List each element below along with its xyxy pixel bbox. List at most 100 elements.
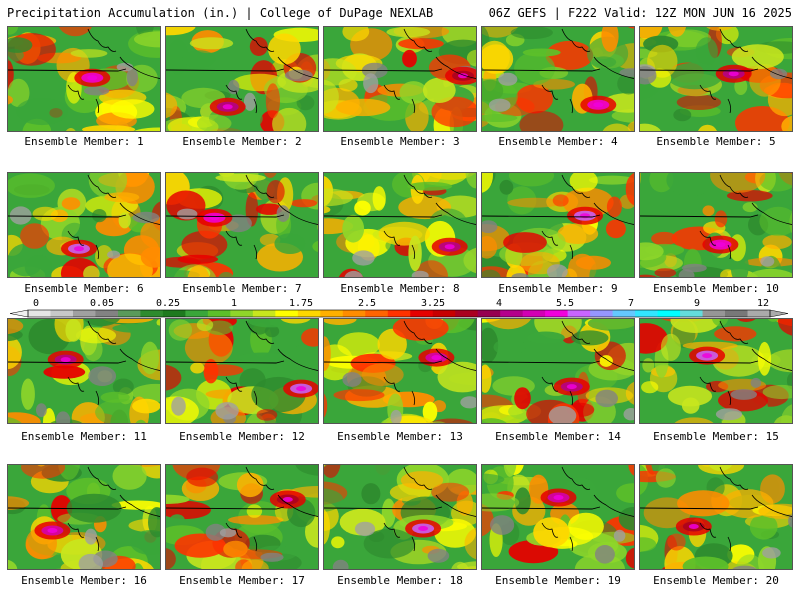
ensemble-member-map [165,26,319,132]
colorbar-swatch [297,310,321,317]
coastline [383,320,476,406]
model-valid-time: 06Z GEFS | F222 Valid: 12Z MON JUN 16 20… [488,6,792,20]
colorbar-swatch [387,310,411,317]
colorbar-swatch [612,310,636,317]
colorbar-swatch [545,310,569,317]
ensemble-member-map [639,172,793,278]
precip-field [324,173,476,277]
national-border-line [482,360,601,364]
national-border-line [324,506,443,510]
colorbar-swatch [207,310,231,317]
colorbar-swatch [522,310,546,317]
national-border-line [482,214,601,218]
colorbar-swatch [117,310,141,317]
ensemble-member-label: Ensemble Member: 6 [24,282,144,295]
colorbar-swatch [702,310,726,317]
colorbar-swatch [230,310,254,317]
national-border-line [324,214,443,218]
colorbar-swatch [432,310,456,317]
precip-field [640,173,792,277]
ensemble-member-label: Ensemble Member: 12 [179,430,305,443]
colorbar-swatch [185,310,209,317]
colorbar-tick-label: 4 [495,298,503,309]
precip-field [8,465,160,569]
ensemble-member-label: Ensemble Member: 7 [182,282,302,295]
national-border-line [482,506,601,510]
national-border-line [482,68,601,72]
colorbar-swatch [342,310,366,317]
coastline [67,174,160,260]
ensemble-member-label: Ensemble Member: 14 [495,430,621,443]
ensemble-member-map [323,464,477,570]
colorbar-right-arrow [769,309,789,318]
national-border-line [640,360,759,364]
ensemble-member-map [639,26,793,132]
coastline [541,466,634,552]
ensemble-member-map [323,172,477,278]
colorbar-tick-label: 1 [230,298,238,309]
ensemble-member-label: Ensemble Member: 2 [182,135,302,148]
precip-colorbar [9,309,789,318]
ensemble-member-map [639,318,793,424]
coastline [699,174,792,260]
national-border-line [640,506,759,510]
ensemble-member-label: Ensemble Member: 20 [653,574,779,587]
colorbar-tick-label: 0.25 [155,298,181,309]
coastline [67,28,160,114]
ensemble-member-label: Ensemble Member: 4 [498,135,618,148]
coastline [541,174,634,260]
colorbar-swatch [477,310,501,317]
precip-field [166,27,318,131]
precip-field [8,27,160,131]
map-title: Precipitation Accumulation (in.) | Colle… [7,6,434,20]
national-border-line [166,68,285,72]
colorbar-swatch [275,310,299,317]
ensemble-member-label: Ensemble Member: 19 [495,574,621,587]
coastline [67,320,160,406]
national-border-line [166,214,285,218]
colorbar-tick-label: 9 [693,298,701,309]
colorbar-swatch [72,310,96,317]
colorbar-swatch [162,310,186,317]
ensemble-member-label: Ensemble Member: 1 [24,135,144,148]
national-border-line [324,68,443,72]
ensemble-member-map [165,464,319,570]
ensemble-member-map [481,464,635,570]
national-border-line [166,506,285,510]
colorbar-swatch [50,310,74,317]
colorbar-left-arrow [9,309,29,318]
colorbar-tick-label: 0.05 [89,298,115,309]
ensemble-member-label: Ensemble Member: 15 [653,430,779,443]
national-border-line [166,360,285,364]
precip-field [166,319,318,423]
ensemble-member-map [165,318,319,424]
colorbar-swatch [320,310,344,317]
precip-field [482,27,634,131]
precip-field [482,173,634,277]
precip-field [8,319,160,423]
precip-field [324,465,476,569]
colorbar-swatch [28,310,51,317]
colorbar-swatch [140,310,164,317]
ensemble-member-label: Ensemble Member: 17 [179,574,305,587]
ensemble-member-label: Ensemble Member: 13 [337,430,463,443]
coastline [541,320,634,406]
precip-field [324,27,476,131]
colorbar-tick-label: 1.75 [288,298,314,309]
ensemble-member-map [639,464,793,570]
colorbar-swatch [680,310,704,317]
coastline [67,466,160,552]
colorbar-swatch [500,310,524,317]
coastline [225,28,318,114]
ensemble-member-map [7,26,161,132]
coastline [383,174,476,260]
ensemble-member-map [7,318,161,424]
national-border-line [640,68,759,72]
precip-field [324,319,476,423]
precip-field [166,465,318,569]
colorbar-swatch [657,310,681,317]
colorbar-swatch [725,310,749,317]
colorbar-swatch [365,310,389,317]
ensemble-member-label: Ensemble Member: 9 [498,282,618,295]
coastline [383,28,476,114]
